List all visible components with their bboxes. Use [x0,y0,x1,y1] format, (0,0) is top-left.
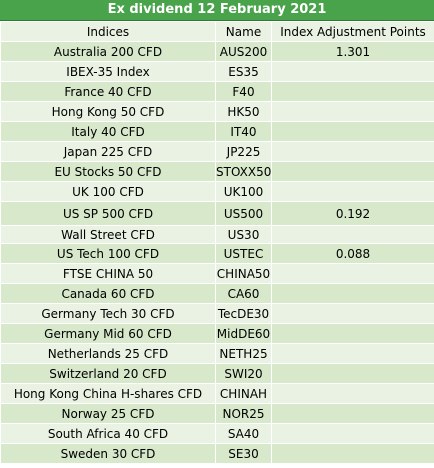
cell-points [271,161,434,182]
cell-index: Germany Tech 30 CFD [0,303,216,324]
table-row: EU Stocks 50 CFD STOXX50 [0,161,434,182]
table-row: IBEX-35 Index ES35 [0,61,434,82]
table-row: Hong Kong 50 CFD HK50 [0,101,434,122]
cell-index: US Tech 100 CFD [0,243,216,264]
table-row: Norway 25 CFD NOR25 [0,403,434,424]
cell-index: Norway 25 CFD [0,403,216,424]
cell-name: AUS200 [215,41,272,62]
cell-name: ES35 [215,61,272,82]
cell-points: 0.088 [271,243,434,264]
cell-index: Hong Kong China H-shares CFD [0,383,216,404]
cell-index: EU Stocks 50 CFD [0,161,216,182]
cell-points [271,141,434,162]
cell-name: CHINAH [215,383,272,404]
cell-points [271,443,434,464]
cell-points [271,225,434,244]
cell-index: Germany Mid 60 CFD [0,323,216,344]
cell-points [271,121,434,142]
cell-index: Switzerland 20 CFD [0,363,216,384]
table-row: Netherlands 25 CFD NETH25 [0,343,434,364]
cell-points [271,403,434,424]
cell-points [271,181,434,202]
cell-index: Wall Street CFD [0,225,216,244]
table-row: Sweden 30 CFD SE30 [0,443,434,464]
cell-index: US SP 500 CFD [0,201,216,226]
table-row: US Tech 100 CFD USTEC 0.088 [0,243,434,264]
table-row: Canada 60 CFD CA60 [0,283,434,304]
table-row: South Africa 40 CFD SA40 [0,423,434,444]
cell-name: STOXX50 [215,161,272,182]
table-row: Germany Tech 30 CFD TecDE30 [0,303,434,324]
cell-name: US500 [215,201,272,226]
cell-points: 0.192 [271,201,434,226]
cell-points [271,343,434,364]
cell-name: SWI20 [215,363,272,384]
cell-name: F40 [215,81,272,102]
cell-name: IT40 [215,121,272,142]
table-row: Hong Kong China H-shares CFD CHINAH [0,383,434,404]
cell-name: CA60 [215,283,272,304]
cell-index: South Africa 40 CFD [0,423,216,444]
cell-name: JP225 [215,141,272,162]
cell-index: UK 100 CFD [0,181,216,202]
cell-name: SE30 [215,443,272,464]
table-row: UK 100 CFD UK100 [0,181,434,202]
table-row: Japan 225 CFD JP225 [0,141,434,162]
cell-points [271,363,434,384]
header-points: Index Adjustment Points [271,21,434,42]
header-indices: Indices [0,21,216,42]
cell-index: Hong Kong 50 CFD [0,101,216,122]
cell-index: IBEX-35 Index [0,61,216,82]
dividend-table: Indices Name Index Adjustment Points Aus… [0,21,434,464]
cell-index: Netherlands 25 CFD [0,343,216,364]
table-row: Germany Mid 60 CFD MidDE60 [0,323,434,344]
cell-points [271,101,434,122]
cell-index: Australia 200 CFD [0,41,216,62]
cell-index: Japan 225 CFD [0,141,216,162]
header-row: Indices Name Index Adjustment Points [0,21,434,42]
cell-index: France 40 CFD [0,81,216,102]
cell-name: NOR25 [215,403,272,424]
cell-points [271,303,434,324]
table-row: Wall Street CFD US30 [0,225,434,244]
cell-points [271,283,434,304]
table-row: US SP 500 CFD US500 0.192 [0,201,434,226]
cell-points [271,383,434,404]
cell-points [271,81,434,102]
cell-points: 1.301 [271,41,434,62]
cell-index: Italy 40 CFD [0,121,216,142]
sheet-title: Ex dividend 12 February 2021 [0,0,434,21]
cell-points [271,61,434,82]
cell-index: Sweden 30 CFD [0,443,216,464]
cell-points [271,423,434,444]
table-row: Australia 200 CFD AUS200 1.301 [0,41,434,62]
cell-points [271,323,434,344]
cell-name: HK50 [215,101,272,122]
table-row: FTSE CHINA 50 CHINA50 [0,263,434,284]
cell-name: NETH25 [215,343,272,364]
cell-name: TecDE30 [215,303,272,324]
cell-name: SA40 [215,423,272,444]
cell-name: USTEC [215,243,272,264]
cell-name: CHINA50 [215,263,272,284]
table-body: Australia 200 CFD AUS200 1.301 IBEX-35 Inde… [0,41,434,464]
cell-name: UK100 [215,181,272,202]
header-name: Name [215,21,272,42]
table-row: France 40 CFD F40 [0,81,434,102]
cell-name: MidDE60 [215,323,272,344]
table-row: Italy 40 CFD IT40 [0,121,434,142]
cell-name: US30 [215,225,272,244]
table-row: Switzerland 20 CFD SWI20 [0,363,434,384]
cell-index: Canada 60 CFD [0,283,216,304]
cell-points [271,263,434,284]
cell-index: FTSE CHINA 50 [0,263,216,284]
